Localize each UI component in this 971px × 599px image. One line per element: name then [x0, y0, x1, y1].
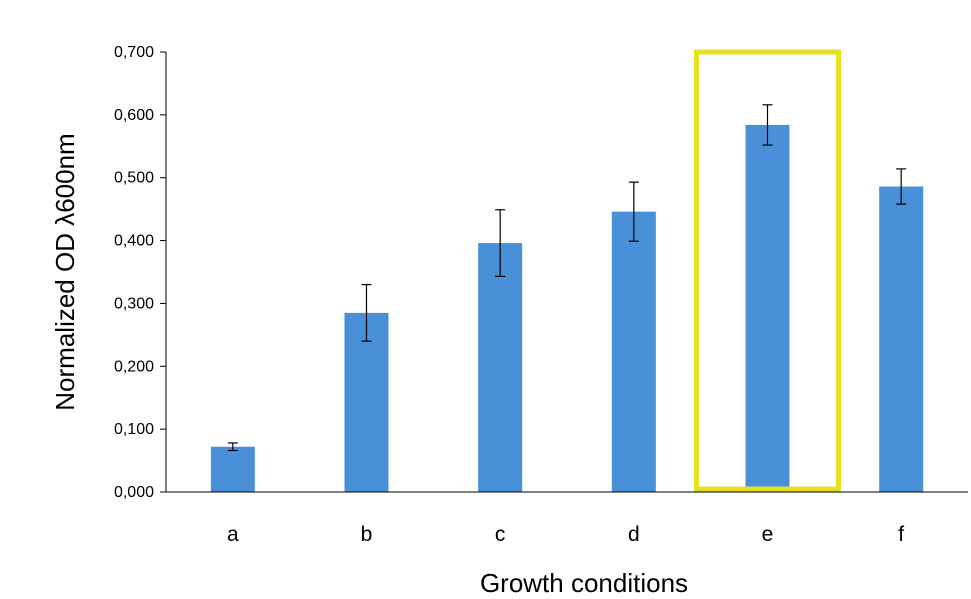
x-tick-label: c — [495, 523, 506, 546]
x-tick-label: b — [361, 523, 373, 546]
bar-d — [611, 211, 656, 492]
bar-b — [344, 312, 389, 492]
bar-a — [210, 446, 255, 492]
y-tick-label: 0,700 — [114, 44, 154, 61]
bars — [210, 124, 924, 493]
y-tick-label: 0,500 — [114, 170, 154, 187]
error-bars — [227, 104, 907, 452]
y-tick-label: 0,300 — [114, 295, 154, 312]
x-tick-label: a — [227, 523, 239, 546]
y-tick-label: 0,400 — [114, 233, 154, 250]
bar-e — [745, 124, 790, 493]
highlight-box-group — [694, 49, 841, 492]
y-tick-label: 0,200 — [114, 358, 154, 375]
x-tick-label: d — [628, 523, 640, 546]
x-tick-labels: a b c d e f — [227, 523, 904, 546]
x-tick-label: f — [898, 523, 904, 546]
y-tick-label: 0,000 — [114, 484, 154, 501]
x-tick-label: e — [762, 523, 774, 546]
y-tick-labels: 0,000 0,100 0,200 0,300 0,400 0,500 0,600 0,700 — [114, 44, 154, 501]
y-axis-title: Normalized OD λ600nm — [50, 133, 80, 410]
y-tick-label: 0,100 — [114, 421, 154, 438]
y-axis — [160, 51, 167, 493]
bar-f — [879, 186, 924, 492]
y-tick-label: 0,600 — [114, 107, 154, 124]
highlight-box — [694, 49, 841, 492]
bar-c — [478, 243, 523, 492]
x-axis-title: Growth conditions — [480, 568, 688, 598]
